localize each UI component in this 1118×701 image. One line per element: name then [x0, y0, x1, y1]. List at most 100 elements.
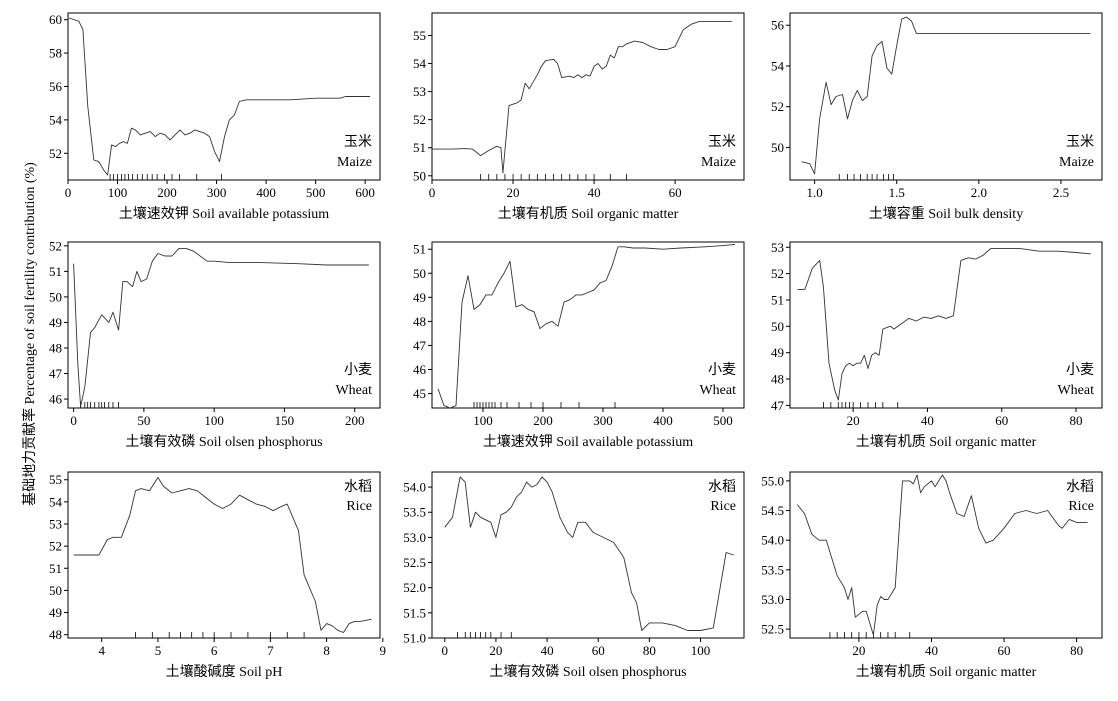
y-axis-label: 基础地力贡献率 Percentage of soil fertility con… — [21, 162, 38, 506]
y-tick-label: 48 — [49, 340, 62, 355]
y-tick-label: 51 — [49, 561, 62, 576]
crop-label-en: Wheat — [335, 383, 372, 398]
y-tick-label: 55 — [49, 472, 62, 487]
x-tick-label: 2.0 — [971, 185, 987, 200]
x-tick-label: 4 — [98, 643, 105, 658]
x-tick-label: 1.0 — [807, 185, 823, 200]
dependence-line — [437, 243, 736, 409]
y-tick-label: 46 — [49, 392, 63, 407]
x-axis-label: 土壤容重 Soil bulk density — [869, 205, 1023, 222]
x-axis-label: 土壤有机质 Soil organic matter — [498, 205, 679, 222]
x-axis-label: 土壤有机质 Soil organic matter — [856, 433, 1037, 450]
y-tick-label: 54 — [771, 58, 785, 73]
x-axis-label: 土壤有效磷 Soil olsen phosphorus — [125, 433, 322, 450]
x-tick-label: 8 — [323, 643, 330, 658]
x-tick-label: 20 — [852, 643, 865, 658]
y-tick-label: 53 — [413, 84, 426, 99]
panel-4: 0 50 100 150 200 46 47 48 49 50 51 52 小麦 Wheat 土壤有效磷 S… — [49, 238, 381, 450]
y-tick-label: 49 — [413, 290, 426, 305]
y-tick-label: 50 — [413, 168, 426, 183]
y-tick-label: 54 — [49, 494, 63, 509]
x-tick-label: 1.5 — [889, 185, 905, 200]
crop-label-cn: 水稻 — [1066, 479, 1094, 495]
panel-9: 20 40 60 80 52.5 53.0 53.5 54.0 54.5 55.0 水稻 Rice 土壤… — [761, 471, 1103, 680]
y-tick-label: 53.5 — [403, 505, 426, 520]
dependence-line — [801, 16, 1091, 175]
crop-label-en: Rice — [710, 499, 736, 514]
y-tick-label: 52 — [771, 266, 784, 281]
x-tick-label: 400 — [256, 185, 276, 200]
crop-label-en: Maize — [701, 155, 736, 170]
y-tick-label: 50 — [413, 266, 426, 281]
y-tick-label: 53 — [49, 517, 62, 532]
x-tick-label: 6 — [211, 643, 218, 658]
x-tick-label: 600 — [355, 185, 375, 200]
y-tick-label: 47 — [771, 398, 785, 413]
y-tick-label: 52.5 — [761, 622, 784, 637]
crop-label-en: Rice — [346, 499, 372, 514]
plot-frame — [789, 471, 1103, 639]
x-tick-label: 100 — [691, 643, 711, 658]
x-tick-label: 80 — [1070, 643, 1083, 658]
y-tick-label: 49 — [49, 605, 62, 620]
x-tick-label: 100 — [108, 185, 128, 200]
x-tick-label: 5 — [155, 643, 162, 658]
y-tick-label: 53.5 — [761, 562, 784, 577]
y-tick-label: 50 — [771, 140, 784, 155]
panel-5: 100 200 300 400 500 45 46 47 48 49 50 51 小麦 Wheat 土壤速效… — [413, 241, 745, 450]
dependence-line — [797, 248, 1091, 401]
y-tick-label: 54.0 — [761, 533, 784, 548]
y-tick-label: 54 — [49, 112, 63, 127]
y-tick-label: 50 — [49, 289, 62, 304]
x-tick-label: 0 — [70, 413, 77, 428]
y-tick-label: 53.0 — [403, 530, 426, 545]
y-tick-label: 60 — [49, 12, 62, 27]
x-tick-label: 200 — [157, 185, 177, 200]
crop-label-cn: 水稻 — [344, 479, 372, 495]
x-tick-label: 150 — [275, 413, 295, 428]
plot-frame — [789, 12, 1103, 181]
y-tick-label: 48 — [771, 372, 784, 387]
x-tick-label: 200 — [345, 413, 365, 428]
x-tick-label: 40 — [541, 643, 554, 658]
y-tick-label: 53 — [771, 240, 784, 255]
y-tick-label: 49 — [49, 315, 62, 330]
panel-3: 1.0 1.5 2.0 2.5 50 52 54 56 玉米 Maize 土壤容重 Soil bul… — [771, 12, 1103, 222]
plot-frame — [431, 471, 745, 639]
y-tick-label: 52 — [413, 112, 426, 127]
y-tick-label: 51 — [413, 140, 426, 155]
x-axis-label: 土壤速效钾 Soil available potassium — [483, 433, 693, 450]
dependence-line — [73, 477, 372, 633]
x-tick-label: 9 — [380, 643, 387, 658]
plot-frame — [67, 471, 381, 639]
y-tick-label: 50 — [771, 319, 784, 334]
x-tick-label: 100 — [473, 413, 493, 428]
crop-label-cn: 水稻 — [708, 479, 736, 495]
x-axis-label: 土壤速效钾 Soil available potassium — [119, 205, 329, 222]
y-tick-label: 53.0 — [761, 592, 784, 607]
y-tick-label: 55 — [413, 28, 426, 43]
x-tick-label: 500 — [713, 413, 733, 428]
x-tick-label: 300 — [593, 413, 613, 428]
x-tick-label: 500 — [306, 185, 326, 200]
x-tick-label: 20 — [489, 643, 502, 658]
x-tick-label: 200 — [533, 413, 553, 428]
x-tick-label: 2.5 — [1053, 185, 1069, 200]
y-tick-label: 54.5 — [761, 503, 784, 518]
crop-label-en: Maize — [1059, 155, 1094, 170]
x-tick-label: 100 — [204, 413, 224, 428]
y-tick-label: 54 — [413, 56, 427, 71]
plot-frame — [789, 241, 1103, 409]
x-tick-label: 50 — [137, 413, 150, 428]
y-tick-label: 51.0 — [403, 631, 426, 646]
crop-label-cn: 小麦 — [708, 362, 736, 378]
x-tick-label: 0 — [65, 185, 72, 200]
y-tick-label: 55.0 — [761, 473, 784, 488]
y-tick-label: 51.5 — [403, 605, 426, 620]
y-tick-label: 47 — [49, 366, 63, 381]
plot-frame — [431, 12, 745, 181]
y-tick-label: 52.0 — [403, 580, 426, 595]
x-tick-label: 60 — [998, 643, 1011, 658]
dependence-line — [73, 247, 369, 408]
x-axis-label: 土壤有机质 Soil organic matter — [856, 663, 1037, 680]
